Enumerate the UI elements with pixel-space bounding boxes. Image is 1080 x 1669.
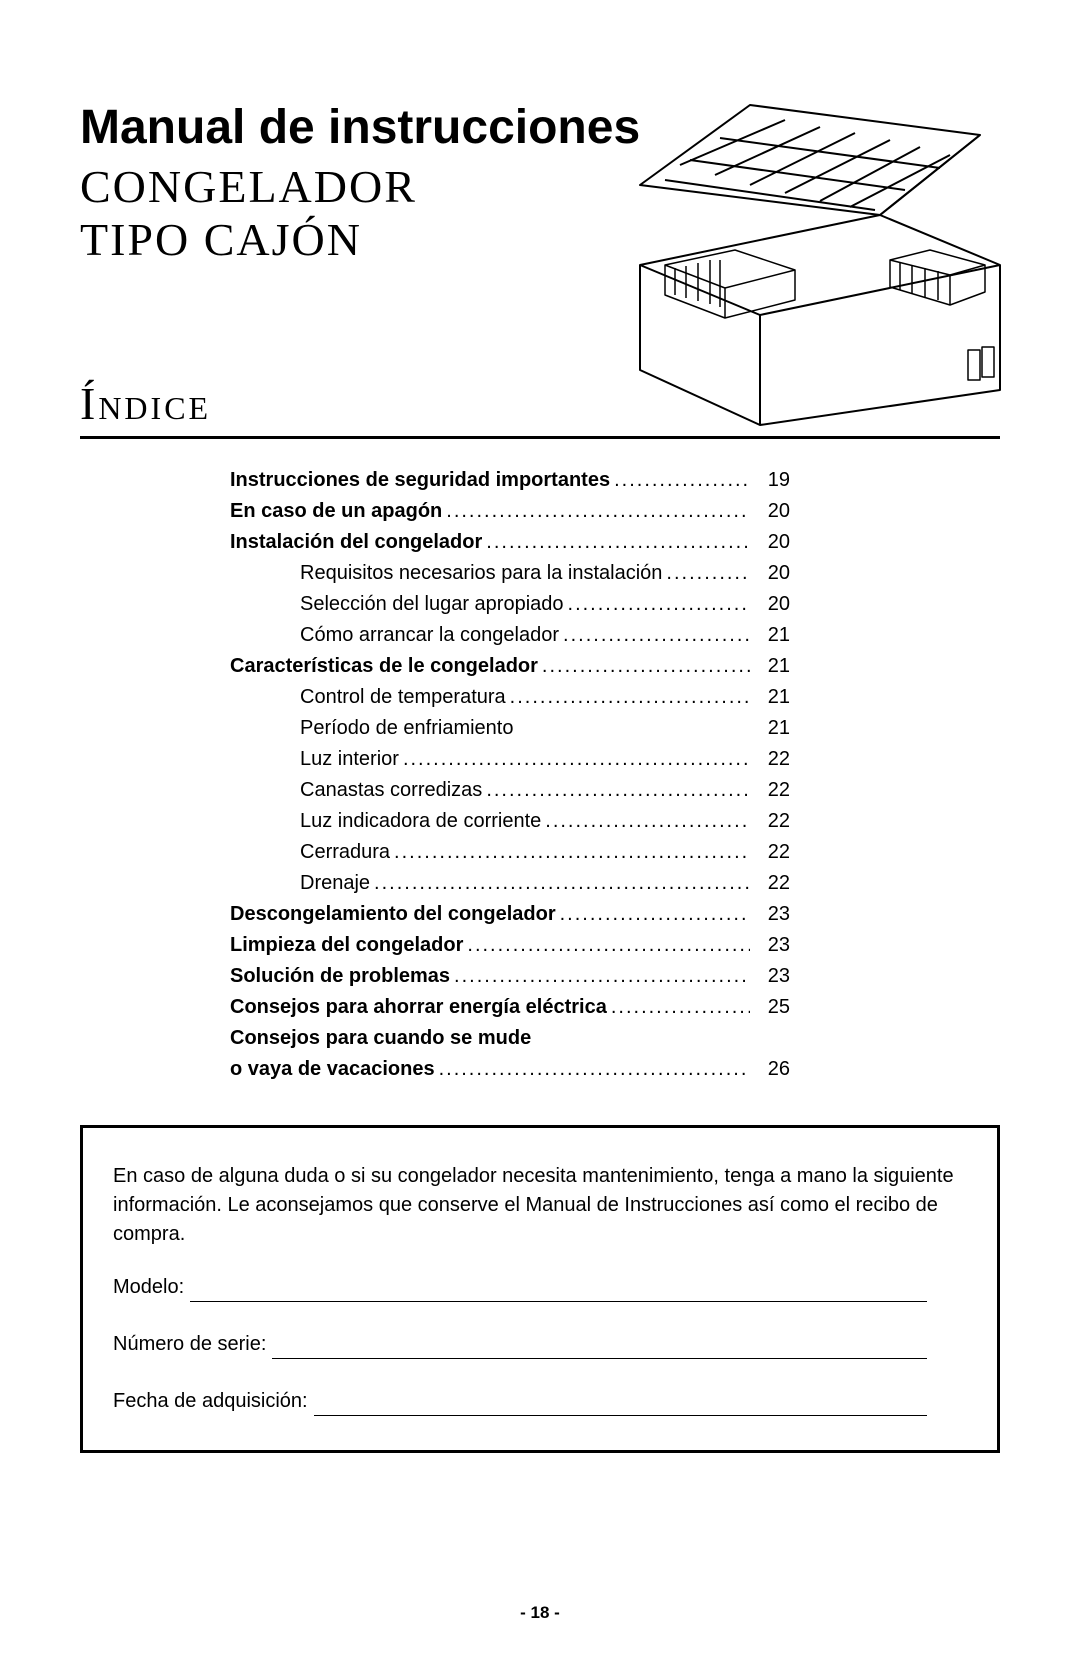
toc-label: Cerradura [300,837,390,868]
serial-label: Número de serie: [113,1330,266,1359]
toc-row: Luz interior 22 [230,744,790,775]
toc-row: Cerradura 22 [230,837,790,868]
toc-row: Instrucciones de seguridad importantes 19 [230,465,790,496]
toc-label: Consejos para ahorrar energía eléctrica [230,992,607,1023]
toc-page: 20 [750,527,790,558]
model-label: Modelo: [113,1273,184,1302]
toc-row: Consejos para ahorrar energía eléctrica 2… [230,992,790,1023]
toc-page: 20 [750,496,790,527]
toc-row: Control de temperatura 21 [230,682,790,713]
toc-label: Descongelamiento del congelador [230,899,556,930]
index-rule [80,436,1000,439]
toc-dots [662,558,750,589]
toc-dots [442,496,750,527]
title-sub-line1: CONGELADOR [80,161,417,212]
toc-row: Canastas corredizas 22 [230,775,790,806]
toc-dots [450,961,750,992]
toc-dots [564,589,750,620]
freezer-illustration [620,100,1020,430]
info-box: En caso de alguna duda o si su congelado… [80,1125,1000,1453]
toc-row: Consejos para cuando se mude [230,1023,790,1054]
toc-page: 19 [750,465,790,496]
toc-label: Consejos para cuando se mude [230,1023,531,1054]
toc-row: Solución de problemas 23 [230,961,790,992]
toc-page: 23 [750,961,790,992]
toc-dots [435,1054,750,1085]
table-of-contents: Instrucciones de seguridad importantes 19… [230,465,790,1085]
toc-row: Limpieza del congelador 23 [230,930,790,961]
toc-label: Luz indicadora de corriente [300,806,541,837]
toc-row: o vaya de vacaciones 26 [230,1054,790,1085]
toc-dots [482,527,750,558]
toc-dots [559,620,750,651]
toc-dots [538,651,750,682]
toc-page: 25 [750,992,790,1023]
toc-label: Requisitos necesarios para la instalació… [300,558,662,589]
toc-label: Selección del lugar apropiado [300,589,564,620]
toc-label: Drenaje [300,868,370,899]
toc-row: Requisitos necesarios para la instalació… [230,558,790,589]
toc-page: 22 [750,775,790,806]
model-line [190,1282,927,1302]
toc-dots [463,930,750,961]
toc-label: Cómo arrancar la congelador [300,620,559,651]
toc-page: 20 [750,558,790,589]
toc-row: Instalación del congelador 20 [230,527,790,558]
info-paragraph: En caso de alguna duda o si su congelado… [113,1162,967,1249]
toc-dots [506,682,750,713]
toc-label: Instalación del congelador [230,527,482,558]
toc-page: 22 [750,744,790,775]
toc-page: 21 [750,713,790,744]
toc-dots [482,775,750,806]
toc-dots [541,806,750,837]
toc-row: Características de le congelador 21 [230,651,790,682]
toc-page: 21 [750,620,790,651]
toc-row: Período de enfriamiento 21 [230,713,790,744]
toc-row: Selección del lugar apropiado 20 [230,589,790,620]
toc-page: 20 [750,589,790,620]
toc-dots [370,868,750,899]
toc-dots [390,837,750,868]
toc-label: o vaya de vacaciones [230,1054,435,1085]
toc-page: 21 [750,651,790,682]
toc-page: 21 [750,682,790,713]
toc-row: Cómo arrancar la congelador 21 [230,620,790,651]
toc-label: Período de enfriamiento [300,713,513,744]
date-field: Fecha de adquisición: [113,1387,967,1416]
toc-row: Luz indicadora de corriente 22 [230,806,790,837]
toc-dots [610,465,750,496]
toc-dots [399,744,750,775]
toc-row: Descongelamiento del congelador 23 [230,899,790,930]
toc-row: Drenaje 22 [230,868,790,899]
toc-label: En caso de un apagón [230,496,442,527]
toc-label: Canastas corredizas [300,775,482,806]
toc-label: Limpieza del congelador [230,930,463,961]
serial-field: Número de serie: [113,1330,967,1359]
model-field: Modelo: [113,1273,967,1302]
serial-line [272,1339,927,1359]
page-number: - 18 - [0,1603,1080,1623]
date-label: Fecha de adquisición: [113,1387,308,1416]
toc-dots [607,992,750,1023]
toc-page: 22 [750,806,790,837]
toc-page: 23 [750,899,790,930]
title-sub-line2: TIPO CAJÓN [80,214,362,265]
toc-dots [556,899,750,930]
toc-label: Características de le congelador [230,651,538,682]
toc-label: Instrucciones de seguridad importantes [230,465,610,496]
date-line [314,1396,927,1416]
toc-page: 23 [750,930,790,961]
toc-label: Control de temperatura [300,682,506,713]
toc-row: En caso de un apagón 20 [230,496,790,527]
toc-label: Solución de problemas [230,961,450,992]
toc-page: 22 [750,868,790,899]
toc-page: 22 [750,837,790,868]
toc-label: Luz interior [300,744,399,775]
toc-page: 26 [750,1054,790,1085]
